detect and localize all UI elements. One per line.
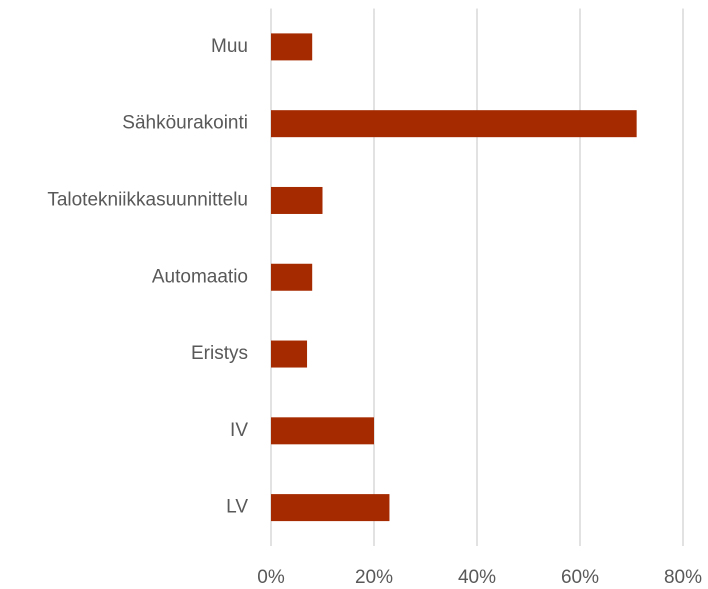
bar [271, 110, 637, 138]
y-tick-label: Talotekniikkasuunnittelu [47, 189, 248, 210]
y-tick-label: Automaatio [152, 266, 248, 287]
x-tick-label: 20% [355, 567, 393, 588]
y-tick-label: Muu [211, 36, 248, 57]
y-tick-label: IV [230, 420, 248, 441]
bar [271, 33, 313, 61]
bar [271, 186, 323, 214]
x-tick-label: 0% [257, 567, 285, 588]
bar [271, 263, 313, 291]
bar [271, 494, 390, 522]
bar [271, 417, 374, 445]
x-tick-label: 40% [458, 567, 496, 588]
y-tick-label: Sähköurakointi [122, 113, 248, 134]
bar [271, 340, 308, 368]
x-tick-label: 80% [664, 567, 702, 588]
y-tick-label: Eristys [191, 343, 248, 364]
x-tick-label: 60% [561, 567, 599, 588]
y-tick-label: LV [226, 497, 248, 518]
